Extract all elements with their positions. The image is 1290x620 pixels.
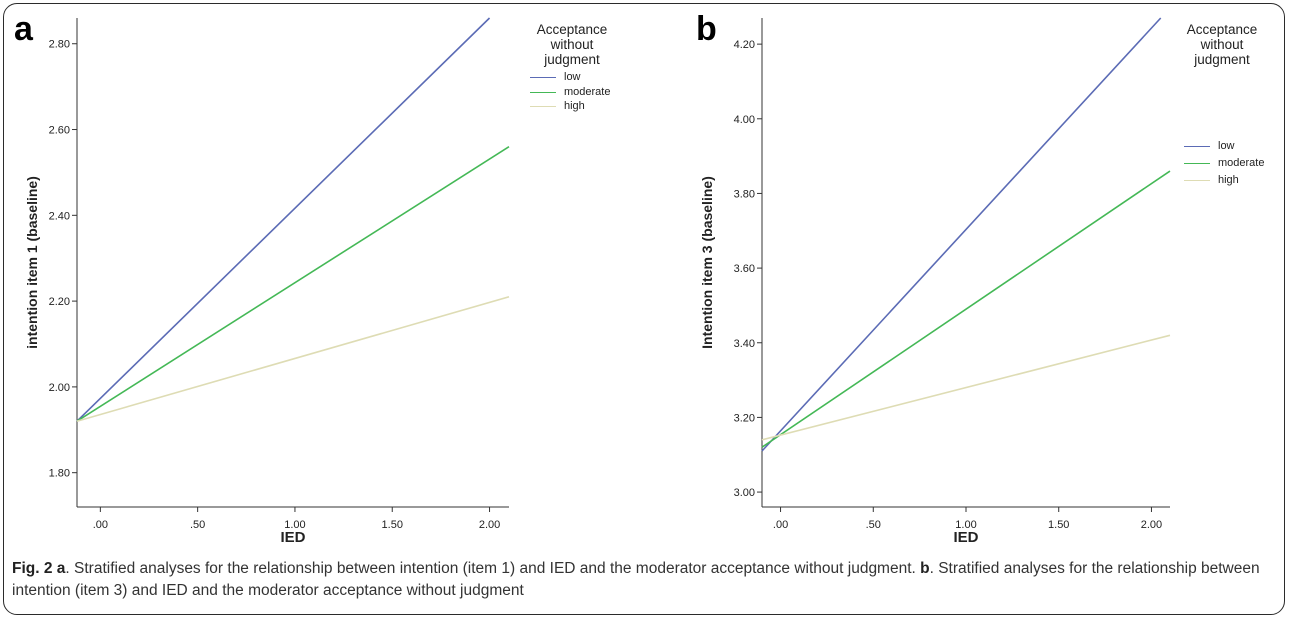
legend-a-item-high: high	[530, 100, 585, 112]
series-line-low	[761, 17, 1162, 452]
y-tick-label: 2.00	[49, 382, 70, 394]
series-line-low	[76, 17, 491, 422]
legend-label: moderate	[1218, 157, 1265, 169]
y-tick-label: 4.00	[734, 114, 755, 126]
legend-b-title-line: without	[1200, 37, 1244, 52]
series-line-high	[76, 296, 510, 422]
legend-label: low	[564, 71, 581, 83]
chart-a: 1.80 2.00 2.20 2.40 2.60 2.80 .00 .50 1.00 1.50 2.…	[24, 17, 510, 546]
legend-a-item-moderate: moderate	[530, 86, 610, 98]
legend-swatch	[530, 76, 556, 78]
x-tick-label: .50	[866, 519, 881, 531]
y-tick-label: 3.40	[734, 338, 755, 350]
figure-caption: Fig. 2 a. Stratified analyses for the re…	[12, 558, 1274, 602]
legend-a-title-line: without	[550, 37, 594, 52]
legend-b-title-line: judgment	[1194, 52, 1250, 67]
legend-swatch	[530, 105, 556, 107]
caption-b-letter: b	[920, 560, 930, 577]
legend-label: high	[564, 100, 585, 112]
legend-label: high	[1218, 174, 1239, 186]
x-tick-label: 1.00	[284, 519, 305, 531]
figure-frame	[3, 3, 1285, 615]
series-line-moderate	[76, 146, 510, 422]
legend-b-title-line: Acceptance	[1186, 22, 1258, 37]
y-tick-label: 2.80	[49, 39, 70, 51]
x-tick-label: .50	[190, 519, 205, 531]
y-axis-label-b: Intention item 3 (baseline)	[699, 176, 715, 349]
panel-b-letter: b	[696, 10, 717, 48]
x-tick-label: .00	[773, 519, 788, 531]
legend-swatch	[530, 91, 556, 93]
panel-a-letter: a	[14, 10, 33, 48]
legend-a-title-line: Acceptance	[536, 22, 608, 37]
legend-label: low	[1218, 140, 1235, 152]
x-tick-label: 1.50	[382, 519, 403, 531]
x-tick-label: .00	[93, 519, 108, 531]
caption-a-text: . Stratified analyses for the relationsh…	[65, 560, 921, 577]
caption-label: Fig. 2	[12, 560, 53, 577]
y-tick-label: 3.80	[734, 188, 755, 200]
legend-b-item-low: low	[1184, 140, 1235, 152]
y-tick-label: 3.20	[734, 412, 755, 424]
y-tick-label: 4.20	[734, 39, 755, 51]
series-line-high	[761, 334, 1171, 441]
legend-a-title-line: judgment	[544, 52, 600, 67]
legend-b-title: Acceptance without judgment	[1172, 22, 1272, 67]
y-tick-label: 1.80	[49, 468, 70, 480]
x-axis-label-a: IED	[280, 529, 305, 546]
legend-a-title: Acceptance without judgment	[522, 22, 622, 67]
legend-swatch	[1184, 145, 1210, 147]
legend-a: Acceptance without judgment	[522, 22, 622, 67]
chart-b: 3.00 3.20 3.40 3.60 3.80 4.00 4.20 .00 .50 1.00 1.…	[699, 17, 1171, 546]
legend-b-item-high: high	[1184, 174, 1239, 186]
y-axis-label-a: intention item 1 (baseline)	[24, 176, 40, 349]
legend-label: moderate	[564, 86, 611, 98]
legend-a-item-low: low	[530, 71, 581, 83]
x-tick-label: 2.00	[1141, 519, 1162, 531]
y-tick-label: 2.60	[49, 125, 70, 137]
x-tick-label: 1.00	[955, 519, 976, 531]
x-axis-label-b: IED	[953, 529, 978, 546]
x-tick-label: 2.00	[479, 519, 500, 531]
y-tick-label: 2.40	[49, 210, 70, 222]
y-tick-label: 2.20	[49, 296, 70, 308]
legend-swatch	[1184, 179, 1210, 181]
legend-b-item-moderate: moderate	[1184, 157, 1264, 169]
legend-swatch	[1184, 162, 1210, 164]
y-tick-label: 3.00	[734, 487, 755, 499]
series-line-moderate	[761, 170, 1171, 448]
legend-b: Acceptance without judgment	[1172, 22, 1272, 67]
y-tick-label: 3.60	[734, 263, 755, 275]
caption-a-letter: a	[56, 560, 66, 577]
x-tick-label: 1.50	[1048, 519, 1069, 531]
caption-b-text: . Stratified analyses for the relationsh…	[12, 560, 1260, 599]
